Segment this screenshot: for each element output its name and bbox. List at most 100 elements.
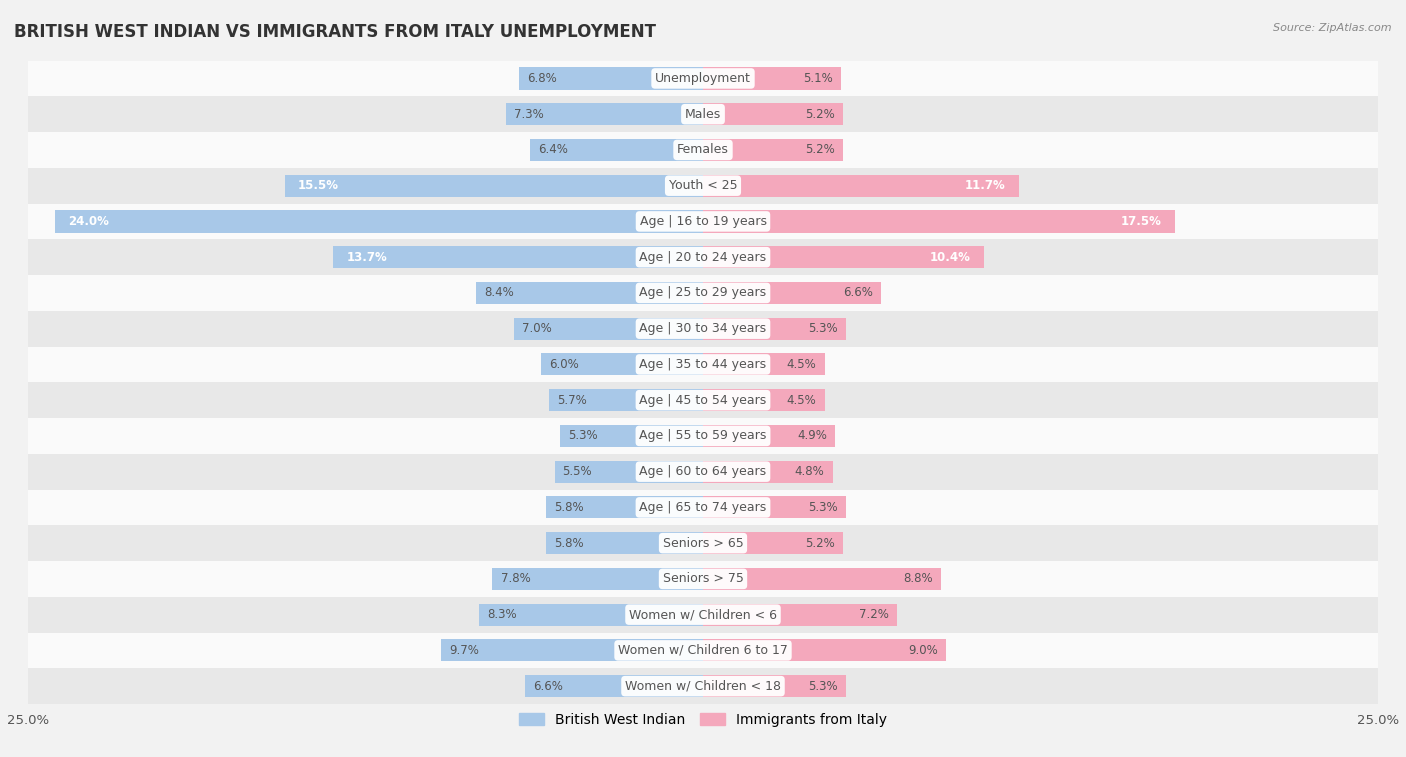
Text: Seniors > 65: Seniors > 65	[662, 537, 744, 550]
Bar	[28, 561, 1378, 597]
Text: 4.5%: 4.5%	[786, 394, 817, 407]
Text: 5.8%: 5.8%	[554, 501, 583, 514]
Text: Unemployment: Unemployment	[655, 72, 751, 85]
Text: Age | 30 to 34 years: Age | 30 to 34 years	[640, 322, 766, 335]
Bar	[547, 497, 703, 519]
Text: Age | 25 to 29 years: Age | 25 to 29 years	[640, 286, 766, 300]
Bar	[28, 132, 1378, 168]
Text: 11.7%: 11.7%	[965, 179, 1005, 192]
Text: 10.4%: 10.4%	[929, 251, 970, 263]
Text: 13.7%: 13.7%	[347, 251, 388, 263]
Text: 24.0%: 24.0%	[69, 215, 110, 228]
Legend: British West Indian, Immigrants from Italy: British West Indian, Immigrants from Ita…	[513, 707, 893, 733]
Text: 5.3%: 5.3%	[808, 501, 838, 514]
Bar	[479, 603, 703, 626]
Text: 5.8%: 5.8%	[554, 537, 583, 550]
Bar	[28, 347, 1378, 382]
Text: 5.2%: 5.2%	[806, 537, 835, 550]
Bar	[703, 282, 882, 304]
Text: 5.3%: 5.3%	[568, 429, 598, 442]
Bar	[506, 103, 703, 125]
Text: 7.0%: 7.0%	[522, 322, 553, 335]
Bar	[703, 210, 1175, 232]
Bar	[703, 568, 941, 590]
Bar	[28, 311, 1378, 347]
Bar	[524, 675, 703, 697]
Text: Age | 55 to 59 years: Age | 55 to 59 years	[640, 429, 766, 442]
Text: Age | 35 to 44 years: Age | 35 to 44 years	[640, 358, 766, 371]
Text: 9.7%: 9.7%	[450, 644, 479, 657]
Text: 6.6%: 6.6%	[533, 680, 562, 693]
Bar	[492, 568, 703, 590]
Text: Women w/ Children < 18: Women w/ Children < 18	[626, 680, 780, 693]
Bar	[28, 633, 1378, 668]
Bar	[284, 175, 703, 197]
Bar	[554, 460, 703, 483]
Text: 8.3%: 8.3%	[486, 608, 516, 621]
Text: 5.2%: 5.2%	[806, 143, 835, 157]
Bar	[530, 139, 703, 161]
Bar	[28, 525, 1378, 561]
Text: Age | 65 to 74 years: Age | 65 to 74 years	[640, 501, 766, 514]
Text: 7.3%: 7.3%	[515, 107, 544, 120]
Text: BRITISH WEST INDIAN VS IMMIGRANTS FROM ITALY UNEMPLOYMENT: BRITISH WEST INDIAN VS IMMIGRANTS FROM I…	[14, 23, 657, 41]
Text: 5.3%: 5.3%	[808, 680, 838, 693]
Bar	[703, 67, 841, 89]
Text: 5.3%: 5.3%	[808, 322, 838, 335]
Text: 6.4%: 6.4%	[538, 143, 568, 157]
Bar	[28, 453, 1378, 490]
Bar	[703, 389, 824, 411]
Bar	[541, 354, 703, 375]
Text: 7.8%: 7.8%	[501, 572, 530, 585]
Text: Females: Females	[678, 143, 728, 157]
Text: Age | 60 to 64 years: Age | 60 to 64 years	[640, 465, 766, 478]
Bar	[28, 382, 1378, 418]
Text: Age | 45 to 54 years: Age | 45 to 54 years	[640, 394, 766, 407]
Bar	[703, 675, 846, 697]
Text: 6.0%: 6.0%	[550, 358, 579, 371]
Bar	[703, 640, 946, 662]
Text: 6.8%: 6.8%	[527, 72, 557, 85]
Bar	[703, 425, 835, 447]
Bar	[515, 318, 703, 340]
Text: 9.0%: 9.0%	[908, 644, 938, 657]
Bar	[519, 67, 703, 89]
Bar	[28, 418, 1378, 453]
Text: Seniors > 75: Seniors > 75	[662, 572, 744, 585]
Bar	[547, 532, 703, 554]
Text: 17.5%: 17.5%	[1121, 215, 1161, 228]
Bar	[477, 282, 703, 304]
Bar	[333, 246, 703, 268]
Bar	[28, 668, 1378, 704]
Bar	[703, 460, 832, 483]
Bar	[28, 204, 1378, 239]
Text: 7.2%: 7.2%	[859, 608, 889, 621]
Text: 5.5%: 5.5%	[562, 465, 592, 478]
Bar	[703, 139, 844, 161]
Bar	[28, 168, 1378, 204]
Bar	[28, 239, 1378, 275]
Bar	[28, 96, 1378, 132]
Bar	[703, 532, 844, 554]
Bar	[28, 490, 1378, 525]
Text: 8.4%: 8.4%	[484, 286, 515, 300]
Text: 8.8%: 8.8%	[903, 572, 932, 585]
Text: Women w/ Children < 6: Women w/ Children < 6	[628, 608, 778, 621]
Text: 5.2%: 5.2%	[806, 107, 835, 120]
Bar	[703, 103, 844, 125]
Bar	[560, 425, 703, 447]
Text: Youth < 25: Youth < 25	[669, 179, 737, 192]
Bar	[703, 175, 1019, 197]
Bar	[550, 389, 703, 411]
Bar	[441, 640, 703, 662]
Bar	[703, 497, 846, 519]
Bar	[55, 210, 703, 232]
Bar	[703, 603, 897, 626]
Text: Age | 16 to 19 years: Age | 16 to 19 years	[640, 215, 766, 228]
Text: 5.1%: 5.1%	[803, 72, 832, 85]
Text: Women w/ Children 6 to 17: Women w/ Children 6 to 17	[619, 644, 787, 657]
Text: 4.8%: 4.8%	[794, 465, 824, 478]
Bar	[703, 318, 846, 340]
Text: 5.7%: 5.7%	[557, 394, 586, 407]
Text: 6.6%: 6.6%	[844, 286, 873, 300]
